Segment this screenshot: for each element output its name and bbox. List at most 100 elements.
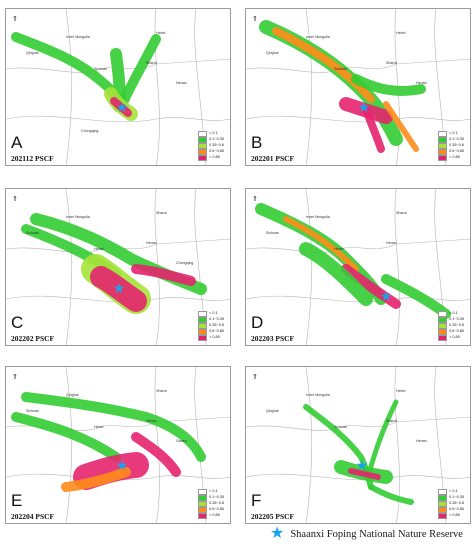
legend-label: 0.1~0.35 — [449, 137, 464, 142]
legend-label: > 0.85 — [209, 155, 220, 160]
map-panel-a: ★ ⇑ Inner Mongolia Qinghai Sichuan Hebei Shanx… — [5, 8, 231, 166]
north-arrow-icon: ⇑ — [12, 196, 18, 203]
panel-code: 202201 PSCF — [251, 154, 295, 163]
map-panel-f: ★ ⇑ Inner Mongolia Qinghai Sichuan Hebei Shanx… — [245, 366, 471, 524]
region-label: Shanxi — [396, 211, 407, 215]
legend-row: 0.6~0.85 — [438, 149, 464, 155]
region-label: Inner Mongolia — [306, 215, 330, 219]
pscf-plume — [21, 392, 206, 462]
legend-row: < 0.1 — [198, 131, 224, 137]
legend-swatch — [198, 149, 208, 155]
legend-swatch — [438, 155, 448, 161]
legend-swatch — [198, 311, 208, 317]
region-label: Inner Mongolia — [306, 393, 330, 397]
region-label: Sichuan — [94, 67, 107, 71]
pscf-plume — [61, 467, 131, 492]
pscf-map: ★ — [6, 9, 230, 165]
map-panel-d: ★ ⇑ Inner Mongolia Sichuan Hebei Shanxi Henan D… — [245, 188, 471, 346]
legend-row: < 0.1 — [438, 311, 464, 317]
province-boundary — [65, 9, 73, 165]
legend-row: 0.1~0.35 — [438, 317, 464, 323]
north-arrow-icon: ⇑ — [12, 374, 18, 381]
legend-row: 0.35~0.6 — [198, 323, 224, 329]
legend-swatch — [438, 329, 448, 335]
legend-row: 0.1~0.35 — [198, 317, 224, 323]
reserve-star-icon: ★ — [358, 99, 371, 115]
reserve-star-icon: ★ — [113, 280, 126, 296]
legend-swatch — [198, 155, 208, 161]
north-arrow-icon: ⇑ — [12, 16, 18, 23]
panel-letter: F — [251, 491, 262, 510]
pscf-legend: < 0.1 0.1~0.35 0.35~0.6 0.6~0.85 > 0.85 — [198, 311, 224, 341]
region-label: Qinghai — [266, 51, 279, 55]
legend-swatch — [438, 149, 448, 155]
province-boundary — [246, 416, 470, 431]
legend-label: > 0.85 — [209, 335, 220, 340]
legend-row: > 0.85 — [438, 513, 464, 519]
region-label: Henan — [416, 439, 427, 443]
legend-label: 0.1~0.35 — [209, 495, 224, 500]
pscf-plume — [348, 468, 381, 480]
panel-code: 202204 PSCF — [11, 512, 55, 521]
pscf-plume — [341, 264, 401, 309]
pscf-plume — [381, 274, 451, 319]
pscf-plume — [283, 216, 359, 272]
region-label: Chongqing — [176, 261, 194, 265]
legend-row: 0.1~0.35 — [438, 495, 464, 501]
province-boundary — [6, 115, 230, 123]
province-boundary — [65, 189, 73, 345]
legend-label: 0.6~0.85 — [209, 149, 224, 154]
pscf-legend: < 0.1 0.1~0.35 0.35~0.6 0.6~0.85 > 0.85 — [438, 489, 464, 519]
legend-row: 0.35~0.6 — [198, 501, 224, 507]
region-label: Sichuan — [266, 231, 279, 235]
legend-swatch — [438, 501, 448, 507]
province-boundary — [246, 115, 470, 123]
legend-swatch — [438, 489, 448, 495]
legend-label: > 0.85 — [209, 513, 220, 518]
pscf-plume — [11, 412, 121, 462]
legend-swatch — [198, 329, 208, 335]
region-label: Inner Mongolia — [306, 35, 330, 39]
region-label: Qinghai — [26, 51, 39, 55]
province-boundary — [154, 367, 160, 523]
legend-swatch — [438, 131, 448, 137]
north-arrow-icon: ⇑ — [252, 196, 258, 203]
region-label: Henan — [416, 81, 427, 85]
legend-row: > 0.85 — [438, 155, 464, 161]
province-boundary — [394, 367, 400, 523]
region-label: Hebei — [334, 247, 344, 251]
pscf-legend: < 0.1 0.1~0.35 0.35~0.6 0.6~0.85 > 0.85 — [438, 131, 464, 161]
legend-label: < 0.1 — [449, 131, 458, 136]
region-label: Shanxi — [386, 61, 397, 65]
legend-row: 0.6~0.85 — [198, 507, 224, 513]
north-arrow-icon: ⇑ — [252, 16, 258, 23]
pscf-legend: < 0.1 0.1~0.35 0.35~0.6 0.6~0.85 > 0.85 — [198, 489, 224, 519]
legend-row: > 0.85 — [198, 155, 224, 161]
legend-swatch — [198, 335, 208, 341]
region-label: Shanxi — [386, 419, 397, 423]
pscf-map: ★ — [6, 189, 230, 345]
legend-label: 0.6~0.85 — [209, 507, 224, 512]
pscf-plume — [110, 97, 132, 117]
region-label: Inner Mongolia — [66, 215, 90, 219]
legend-row: < 0.1 — [438, 489, 464, 495]
legend-swatch — [198, 513, 208, 519]
legend-label: 0.1~0.35 — [449, 495, 464, 500]
pscf-plume — [365, 399, 399, 480]
legend-label: 0.6~0.85 — [449, 507, 464, 512]
legend-swatch — [438, 513, 448, 519]
region-label: Qinghai — [266, 409, 279, 413]
legend-label: 0.35~0.6 — [449, 143, 464, 148]
map-panel-c: ★ ⇑ Inner Mongolia Sichuan Hebei Shanxi Henan C… — [5, 188, 231, 346]
legend-swatch — [438, 143, 448, 149]
legend-swatch — [438, 311, 448, 317]
region-label: Gansu — [176, 439, 187, 443]
legend-swatch — [438, 507, 448, 513]
panel-letter: C — [11, 313, 24, 332]
legend-swatch — [198, 137, 208, 143]
region-label: Sichuan — [26, 231, 39, 235]
legend-swatch — [198, 131, 208, 137]
legend-row: 0.1~0.35 — [438, 137, 464, 143]
pscf-plume — [362, 105, 385, 153]
pscf-map: ★ — [246, 9, 470, 165]
